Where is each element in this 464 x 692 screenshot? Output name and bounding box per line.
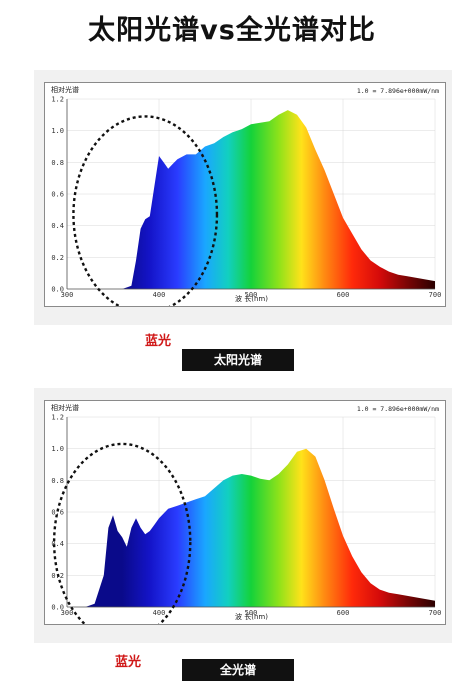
solar-spectrum-panel: 0.0 0.2 0.4 0.6 0.8 1.0 1.2 300 400 500 600 700 相对光… [34,70,452,325]
y-tick-label: 0.4 [51,540,64,548]
full-spectrum-panel: 0.0 0.2 0.4 0.6 0.8 1.0 1.2 300 400 500 600 700 相对光… [34,388,452,643]
x-tick-label: 600 [337,609,350,617]
y-tick-label: 0.8 [51,477,64,485]
spectrum-area [67,448,435,607]
y-tick-label: 1.2 [51,414,64,422]
y-tick-label: 0.6 [51,191,64,199]
x-tick-label: 300 [61,609,74,617]
y-axis-label: 相对光谱 [51,404,79,412]
blue-light-callout: 蓝光 [145,334,172,349]
y-axis-label: 相对光谱 [51,86,79,94]
y-tick-label: 0.6 [51,509,64,517]
scale-note: 1.0 = 7.896e+000mW/nm [356,87,439,95]
spectrum-area [67,110,435,289]
y-tick-label: 1.0 [51,445,64,453]
y-tick-label: 0.8 [51,159,64,167]
blue-light-callout: 蓝光 [115,655,142,670]
solar-spectrum-chart: 0.0 0.2 0.4 0.6 0.8 1.0 1.2 300 400 500 600 700 [51,96,442,306]
page-title: 太阳光谱vs全光谱对比 [88,15,376,46]
y-tick-label: 0.2 [51,254,64,262]
solar-spectrum-caption: 太阳光谱 [182,349,294,371]
y-tick-label: 0.0 [51,604,64,612]
full-spectrum-caption: 全光谱 [182,659,294,681]
x-tick-label: 500 [245,609,258,617]
x-tick-label: 400 [153,609,166,617]
full-plot-frame: 0.0 0.2 0.4 0.6 0.8 1.0 1.2 300 400 500 600 700 相对光… [44,400,446,625]
x-tick-label: 700 [429,291,442,299]
y-tick-label: 0.0 [51,286,64,294]
x-axis-label: 波 长(nm) [235,613,268,621]
scale-note: 1.0 = 7.896e+000mW/nm [356,405,439,413]
x-tick-label: 400 [153,291,166,299]
x-tick-label: 300 [61,291,74,299]
y-tick-label: 1.0 [51,127,64,135]
y-tick-label: 0.4 [51,222,64,230]
x-tick-label: 500 [245,291,258,299]
x-tick-label: 600 [337,291,350,299]
x-tick-label: 700 [429,609,442,617]
solar-plot-frame: 0.0 0.2 0.4 0.6 0.8 1.0 1.2 300 400 500 600 700 相对光… [44,82,446,307]
y-tick-label: 1.2 [51,96,64,104]
blue-light-highlight-circle [72,115,219,306]
x-axis-label: 波 长(nm) [235,295,268,303]
